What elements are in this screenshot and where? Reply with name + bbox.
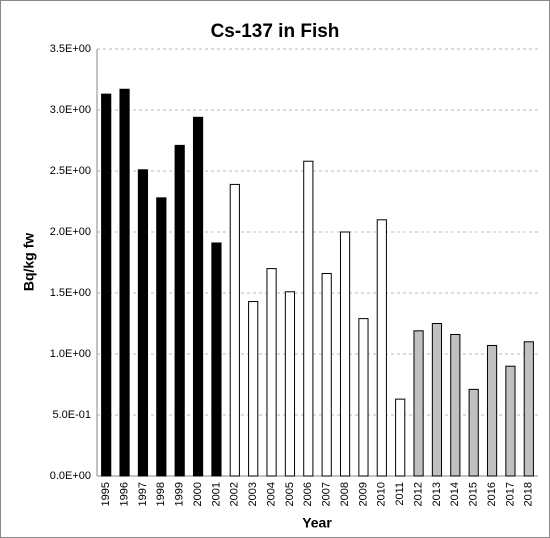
x-tick-label: 2002 bbox=[229, 482, 241, 506]
bar bbox=[358, 318, 369, 477]
y-axis-label: Bq/kg fw bbox=[21, 233, 37, 291]
x-axis-label: Year bbox=[302, 515, 332, 531]
bar bbox=[321, 272, 332, 477]
x-tick-label: 2014 bbox=[449, 482, 461, 506]
x-tick-label: 2017 bbox=[504, 482, 516, 506]
bar bbox=[395, 398, 406, 477]
bar bbox=[303, 160, 314, 477]
chart-title: Cs-137 in Fish bbox=[211, 21, 340, 42]
bar bbox=[248, 301, 259, 477]
x-tick-label: 2015 bbox=[468, 482, 480, 506]
bar bbox=[211, 242, 222, 477]
y-tick-label: 1.0E+00 bbox=[50, 348, 91, 360]
x-tick-label: 1997 bbox=[137, 482, 149, 506]
y-tick-label: 5.0E-01 bbox=[52, 409, 91, 421]
y-tick-label: 0.0E+00 bbox=[50, 470, 91, 482]
bar bbox=[505, 365, 516, 477]
x-tick-label: 2008 bbox=[339, 482, 351, 506]
y-tick-label: 2.5E+00 bbox=[50, 165, 91, 177]
x-tick-label: 2010 bbox=[376, 482, 388, 506]
bar bbox=[192, 116, 204, 477]
x-tick-label: 2011 bbox=[394, 482, 406, 506]
bar bbox=[339, 231, 351, 477]
x-tick-label: 2013 bbox=[431, 482, 443, 506]
bar bbox=[101, 93, 112, 477]
x-tick-label: 1995 bbox=[100, 482, 112, 506]
bar bbox=[266, 268, 277, 477]
x-tick-label: 2003 bbox=[247, 482, 259, 506]
x-tick-label: 1999 bbox=[174, 482, 186, 506]
x-tick-label: 2000 bbox=[192, 482, 204, 506]
bar bbox=[523, 341, 534, 477]
y-tick-label: 1.5E+00 bbox=[50, 287, 91, 299]
x-tick-label: 2016 bbox=[486, 482, 498, 506]
y-tick-label: 3.5E+00 bbox=[50, 43, 91, 55]
bar bbox=[119, 88, 130, 477]
bar bbox=[413, 330, 424, 477]
bar bbox=[137, 169, 149, 477]
bar bbox=[486, 344, 498, 477]
bar bbox=[468, 388, 479, 477]
bar bbox=[450, 333, 461, 477]
bar bbox=[376, 219, 387, 477]
x-tick-label: 2005 bbox=[284, 482, 296, 506]
x-tick-label: 1998 bbox=[155, 482, 167, 506]
bar bbox=[284, 291, 296, 477]
x-tick-label: 2018 bbox=[523, 482, 535, 506]
x-tick-label: 2006 bbox=[302, 482, 314, 506]
bar bbox=[431, 323, 443, 477]
y-tick-label: 3.0E+00 bbox=[50, 104, 91, 116]
x-tick-label: 2012 bbox=[412, 482, 424, 506]
bar bbox=[174, 144, 185, 477]
x-tick-label: 2004 bbox=[265, 482, 277, 506]
x-tick-label: 2009 bbox=[357, 482, 369, 506]
x-tick-label: 2001 bbox=[210, 482, 222, 506]
x-tick-label: 2007 bbox=[321, 482, 333, 506]
bar bbox=[156, 197, 167, 477]
bar bbox=[229, 183, 240, 477]
x-tick-label: 1996 bbox=[118, 482, 130, 506]
y-tick-label: 2.0E+00 bbox=[50, 226, 91, 238]
